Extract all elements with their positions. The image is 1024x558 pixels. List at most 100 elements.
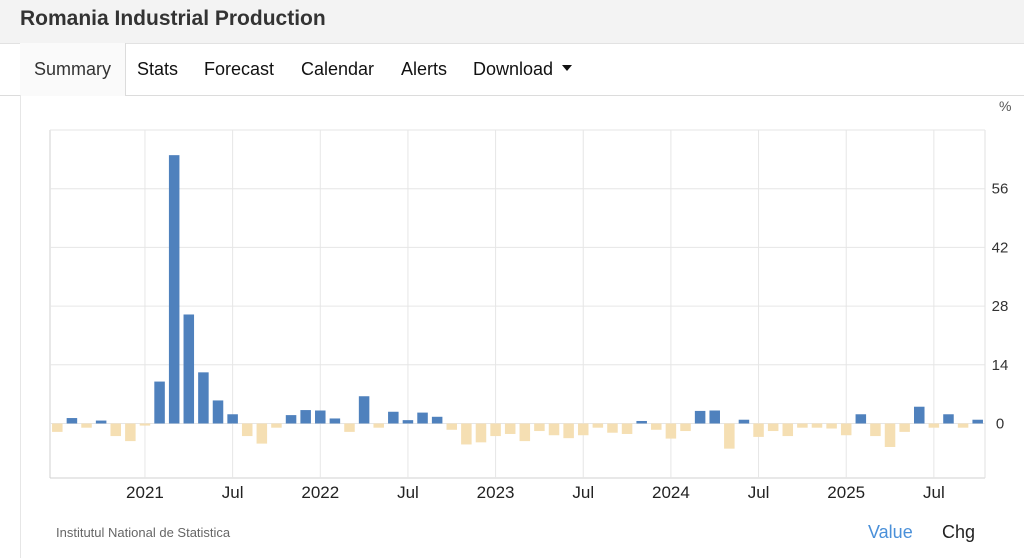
bar bbox=[431, 416, 443, 424]
bar bbox=[957, 423, 969, 428]
x-tick-label: 2025 bbox=[827, 483, 865, 502]
bars-layer bbox=[52, 155, 983, 449]
bar bbox=[592, 423, 604, 428]
y-tick-label: 0 bbox=[996, 415, 1004, 432]
bar bbox=[95, 420, 107, 424]
caret-down-icon bbox=[562, 65, 573, 72]
bar bbox=[461, 423, 472, 445]
bar bbox=[826, 423, 837, 429]
bar bbox=[256, 423, 268, 444]
bar bbox=[913, 406, 925, 424]
x-tick-label: Jul bbox=[572, 483, 594, 502]
x-tick-label: 2021 bbox=[126, 483, 164, 502]
tab-alerts[interactable]: Alerts bbox=[401, 59, 448, 79]
bar bbox=[300, 410, 311, 424]
x-tick-label: Jul bbox=[397, 483, 419, 502]
bar bbox=[81, 423, 92, 428]
y-axis-unit: % bbox=[999, 98, 1012, 114]
tab-bar: Summary Stats Forecast Calendar Alerts D… bbox=[0, 43, 1024, 96]
panel-divider bbox=[20, 95, 21, 558]
header-band: Romania Industrial Production bbox=[0, 0, 1024, 44]
bar bbox=[577, 423, 589, 436]
bar bbox=[315, 410, 326, 424]
x-tick-labels: 2021 Jul 2022 Jul 2023 Jul 2024 Jul 2025 Jul bbox=[126, 483, 945, 502]
bar bbox=[373, 423, 384, 428]
bar bbox=[475, 423, 487, 443]
bar bbox=[840, 423, 852, 436]
bar bbox=[884, 423, 896, 447]
bar bbox=[344, 423, 355, 432]
x-tick-label: 2023 bbox=[477, 483, 515, 502]
bar bbox=[110, 423, 122, 437]
tab-calendar[interactable]: Calendar bbox=[301, 59, 375, 79]
bar bbox=[607, 423, 618, 433]
bar bbox=[651, 423, 662, 430]
bar bbox=[271, 423, 282, 428]
y-tick-labels: 0 14 28 42 56 bbox=[992, 181, 1009, 433]
chg-toggle[interactable]: Chg bbox=[942, 522, 976, 542]
bar bbox=[943, 414, 954, 424]
bar bbox=[870, 423, 881, 437]
bar bbox=[329, 418, 341, 424]
tab-download-label: Download bbox=[473, 59, 554, 79]
bar bbox=[899, 423, 910, 432]
y-tick-label: 14 bbox=[992, 357, 1009, 374]
page-title: Romania Industrial Production bbox=[20, 7, 326, 30]
bar bbox=[66, 418, 78, 424]
bar bbox=[154, 381, 165, 424]
bar bbox=[665, 423, 677, 439]
tab-strip-spacer bbox=[0, 43, 21, 95]
bar bbox=[227, 414, 238, 424]
bar bbox=[168, 155, 180, 424]
bar bbox=[636, 420, 647, 424]
bar bbox=[417, 412, 428, 424]
bar bbox=[548, 423, 560, 436]
bar bbox=[753, 423, 764, 437]
bar bbox=[241, 423, 253, 437]
bar bbox=[709, 410, 720, 424]
bar bbox=[928, 423, 940, 428]
bar bbox=[621, 423, 633, 434]
bar bbox=[767, 423, 779, 432]
y-tick-label: 42 bbox=[992, 239, 1009, 256]
bar bbox=[563, 423, 574, 439]
bar bbox=[797, 423, 808, 428]
tab-stats[interactable]: Stats bbox=[137, 59, 179, 79]
value-toggle[interactable]: Value bbox=[868, 522, 913, 542]
bar bbox=[811, 423, 823, 428]
x-tick-label: Jul bbox=[748, 483, 770, 502]
bar bbox=[358, 396, 370, 424]
bar bbox=[52, 423, 63, 432]
source-label: Institutul National de Statistica bbox=[56, 525, 231, 540]
x-tick-label: Jul bbox=[923, 483, 945, 502]
y-tick-label: 28 bbox=[992, 298, 1009, 315]
x-tick-label: 2022 bbox=[301, 483, 339, 502]
bar bbox=[855, 414, 867, 424]
bar bbox=[680, 423, 691, 432]
x-tick-label: 2024 bbox=[652, 483, 690, 502]
bar bbox=[285, 415, 297, 424]
bar bbox=[504, 423, 516, 434]
tab-summary[interactable]: Summary bbox=[20, 43, 126, 96]
bar bbox=[694, 410, 706, 424]
y-tick-label: 56 bbox=[992, 181, 1009, 198]
bar bbox=[446, 423, 458, 430]
bar bbox=[139, 423, 151, 426]
x-tick-label: Jul bbox=[222, 483, 244, 502]
bar bbox=[125, 423, 136, 442]
bar bbox=[724, 423, 735, 449]
bar bbox=[738, 419, 750, 424]
bar bbox=[490, 423, 501, 437]
bar bbox=[388, 411, 399, 424]
bar bbox=[402, 420, 414, 424]
bar bbox=[972, 419, 983, 424]
bar bbox=[782, 423, 794, 437]
bar bbox=[212, 400, 224, 424]
tab-forecast[interactable]: Forecast bbox=[204, 59, 275, 79]
bar bbox=[534, 423, 545, 432]
bar bbox=[519, 423, 531, 442]
bar bbox=[198, 372, 209, 424]
bar bbox=[183, 314, 195, 424]
tab-download[interactable]: Download bbox=[473, 43, 573, 95]
